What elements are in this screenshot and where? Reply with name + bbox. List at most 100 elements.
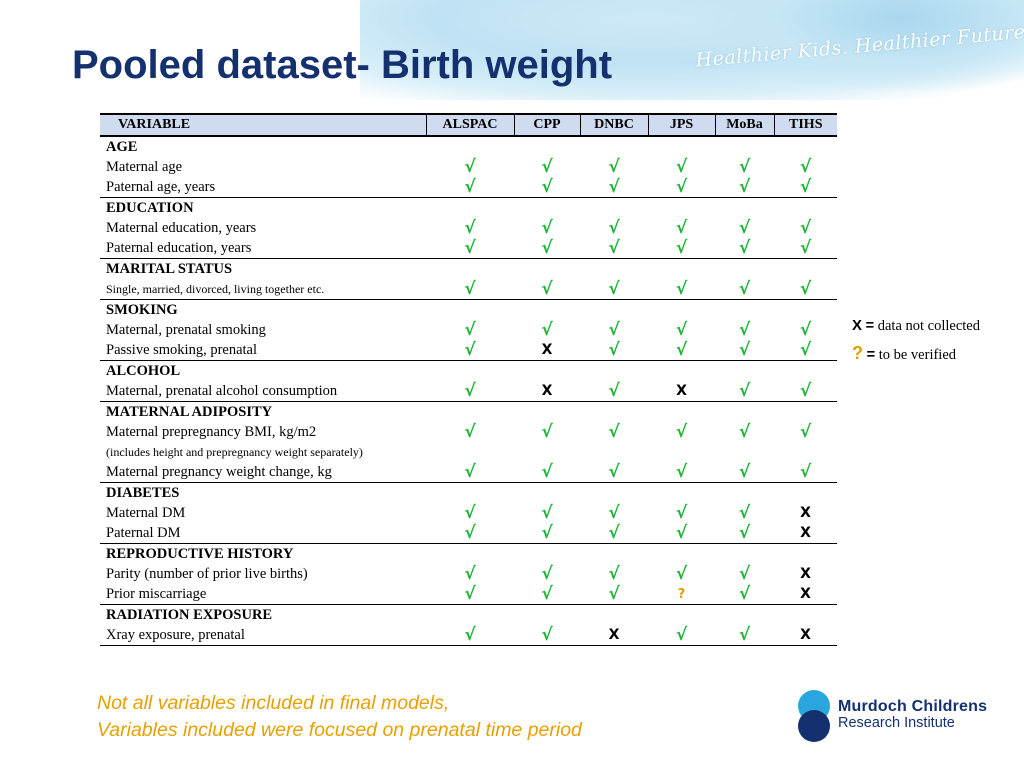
cell-dnbc: √ <box>580 503 648 523</box>
cell-tihs <box>774 544 837 565</box>
table-header-row: VARIABLE ALSPAC CPP DNBC JPS MoBa TIHS <box>100 113 837 137</box>
variable-label: (includes height and prepregnancy weight… <box>106 444 363 459</box>
cell-jps <box>648 402 715 423</box>
cell-cpp: √ <box>514 462 580 483</box>
variable-label: Paternal education, years <box>100 238 426 259</box>
cell-alspac: √ <box>426 503 514 523</box>
cell-jps: √ <box>648 238 715 259</box>
not-collected-mark: X <box>541 341 553 358</box>
cell-cpp <box>514 136 580 157</box>
not-collected-mark: X <box>800 504 811 521</box>
cell-tihs: √ <box>774 381 837 402</box>
cell-cpp <box>514 442 580 462</box>
check-mark: √ <box>464 279 476 299</box>
cell-tihs <box>774 259 837 280</box>
check-mark: √ <box>675 238 688 258</box>
cell-cpp: √ <box>514 625 580 646</box>
cell-alspac <box>426 198 514 219</box>
not-collected-mark: X <box>800 565 811 582</box>
cell-alspac <box>426 483 514 504</box>
table-row: Single, married, divorced, living togeth… <box>100 279 837 300</box>
cell-moba: √ <box>715 523 774 544</box>
cell-tihs: X <box>774 584 837 605</box>
variables-table: VARIABLE ALSPAC CPP DNBC JPS MoBa TIHS A… <box>100 113 837 646</box>
table-row: Maternal pregnancy weight change, kg √ √ √ √… <box>100 462 837 483</box>
check-mark: √ <box>738 340 751 360</box>
cell-jps: √ <box>648 564 715 584</box>
section-row: MATERNAL ADIPOSITY <box>100 402 837 423</box>
cell-moba: √ <box>715 503 774 523</box>
not-collected-mark: X <box>608 626 620 643</box>
not-collected-mark: X <box>676 382 687 399</box>
check-mark: √ <box>675 625 688 645</box>
cell-dnbc: √ <box>580 279 648 300</box>
legend-equals: = <box>866 347 876 363</box>
cell-jps: √ <box>648 157 715 177</box>
variable-label: Paternal age, years <box>100 177 426 198</box>
check-mark: √ <box>464 238 476 258</box>
legend-item-to-be-verified: ? = to be verified <box>852 343 980 369</box>
check-mark: √ <box>799 177 812 197</box>
table-row: Parity (number of prior live births) √ √ √ √… <box>100 564 837 584</box>
cell-dnbc <box>580 198 648 219</box>
cell-tihs <box>774 483 837 504</box>
check-mark: √ <box>541 320 553 340</box>
check-mark: √ <box>675 218 688 238</box>
cell-cpp <box>514 605 580 626</box>
cell-dnbc: X <box>580 625 648 646</box>
check-mark: √ <box>738 523 751 543</box>
cell-alspac <box>426 402 514 423</box>
check-mark: √ <box>675 523 688 543</box>
logo-line: Murdoch Childrens <box>838 698 988 715</box>
cell-cpp <box>514 544 580 565</box>
section-label: RADIATION EXPOSURE <box>106 606 273 623</box>
cell-dnbc: √ <box>580 177 648 198</box>
cell-alspac: √ <box>426 320 514 340</box>
cell-tihs: X <box>774 523 837 544</box>
section-label: SMOKING <box>106 301 178 318</box>
cell-tihs: X <box>774 625 837 646</box>
cell-moba: √ <box>715 177 774 198</box>
cell-dnbc: √ <box>580 462 648 483</box>
check-mark: √ <box>675 564 688 584</box>
cell-alspac: √ <box>426 238 514 259</box>
cell-tihs: √ <box>774 279 837 300</box>
cell-tihs <box>774 605 837 626</box>
check-mark: √ <box>464 340 476 360</box>
section-label: MARITAL STATUS <box>106 260 233 277</box>
cell-cpp: X <box>514 381 580 402</box>
cell-dnbc: √ <box>580 157 648 177</box>
variable-label: Maternal, prenatal smoking <box>106 321 266 338</box>
table-row: Paternal DM √ √ √ √ √ X <box>100 523 837 544</box>
cell-cpp: √ <box>514 503 580 523</box>
check-mark: √ <box>541 279 553 299</box>
legend-equals: = <box>865 318 875 334</box>
check-mark: √ <box>799 340 812 360</box>
cell-moba <box>715 198 774 219</box>
cell-moba: √ <box>715 584 774 605</box>
column-header-variable: VARIABLE <box>100 113 426 137</box>
check-mark: √ <box>799 422 812 442</box>
column-header-moba: MoBa <box>714 113 774 137</box>
cell-moba <box>715 300 774 321</box>
cell-jps <box>648 198 715 219</box>
check-mark: √ <box>738 157 751 177</box>
cell-dnbc <box>580 402 648 423</box>
cell-jps <box>648 259 715 280</box>
cell-moba: √ <box>715 320 774 340</box>
cell-alspac <box>426 605 514 626</box>
cell-moba <box>715 136 774 157</box>
cell-jps: √ <box>648 523 715 544</box>
footnote-line: Variables included were focused on prena… <box>97 719 582 741</box>
cell-cpp <box>514 300 580 321</box>
cell-jps <box>648 544 715 565</box>
section-row: DIABETES <box>100 483 837 504</box>
table-body: AGE Maternal age √ √ √ √ √ √ Paternal age, years… <box>100 136 837 646</box>
table-row: Maternal prepregnancy BMI, kg/m2 √ √ √ √ √ √ <box>100 422 837 442</box>
check-mark: √ <box>464 523 476 543</box>
check-mark: √ <box>464 177 476 197</box>
cell-dnbc: √ <box>580 340 648 361</box>
cell-jps <box>648 300 715 321</box>
institute-logo: Murdoch Childrens Research Institute <box>796 688 1011 744</box>
cell-jps: √ <box>648 320 715 340</box>
